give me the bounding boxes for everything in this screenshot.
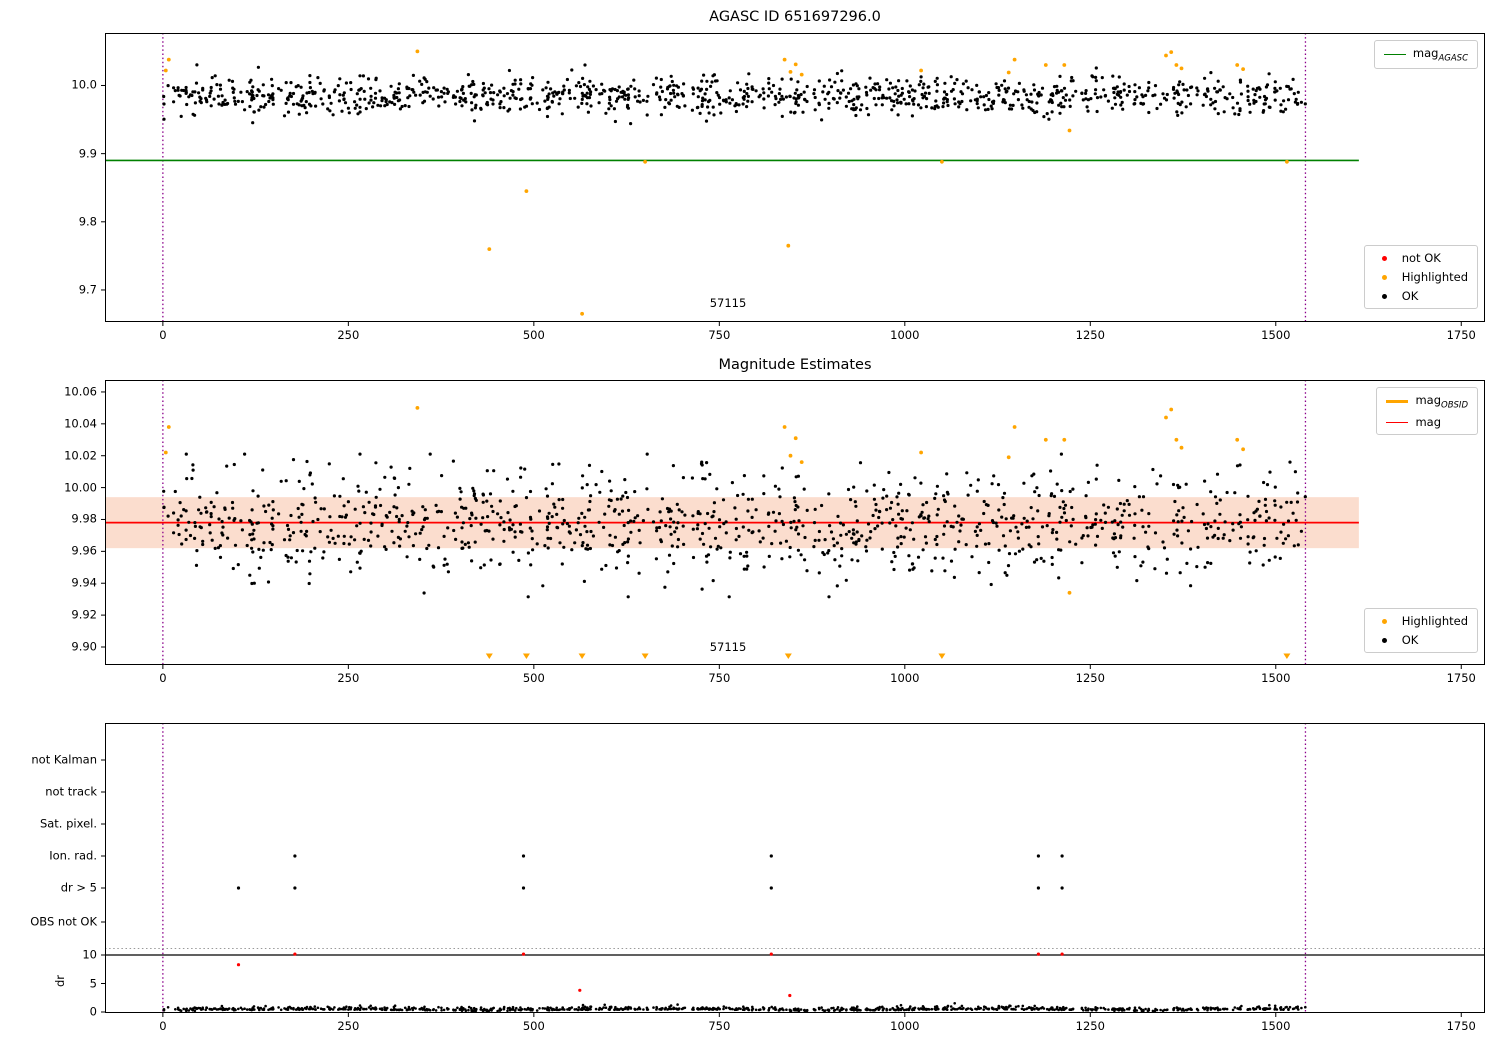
x-tick-label: 1250 — [1075, 328, 1105, 342]
y-tick-label: 9.9 — [78, 146, 97, 161]
below-limit-marker — [578, 653, 586, 659]
legend-label: magOBSID — [1415, 393, 1468, 411]
x-tick-label: 250 — [337, 671, 360, 685]
plot2-canvas — [101, 380, 1485, 669]
axes-frame — [105, 723, 1485, 1013]
legend-entry: magAGASC — [1383, 46, 1468, 64]
legend-marker-sample — [1381, 274, 1387, 280]
x-tick-label: 500 — [522, 671, 545, 685]
legend-entry: not OK — [1374, 251, 1468, 265]
plot2-line-legend: magOBSID mag — [1376, 387, 1478, 436]
y-tick-label: 9.98 — [71, 512, 97, 527]
below-limit-marker — [784, 653, 792, 659]
plot2-marker-legend: Highlighted OK — [1363, 608, 1478, 653]
x-tick-label: 1250 — [1075, 1019, 1105, 1033]
flag-category-label: OBS not OK — [30, 914, 97, 929]
x-tick-label: 750 — [708, 328, 731, 342]
legend-entry: Highlighted — [1374, 614, 1468, 628]
flag-points — [236, 854, 1064, 890]
legend-marker-sample — [1381, 293, 1387, 299]
plot1-canvas — [101, 33, 1485, 326]
legend-label: magAGASC — [1412, 46, 1468, 64]
plot1-title: AGASC ID 651697296.0 — [709, 9, 881, 25]
x-tick-label: 1500 — [1261, 328, 1291, 342]
legend-entry: Highlighted — [1374, 270, 1468, 284]
plot1-marker-legend: not OK Highlighted OK — [1363, 245, 1478, 309]
plot1-line-legend: magAGASC — [1373, 40, 1478, 70]
y-tick-label: 9.8 — [78, 214, 97, 229]
flag-category-label: Sat. pixel. — [39, 816, 97, 831]
legend-entry: magOBSID — [1386, 393, 1468, 410]
y-tick-label: 9.92 — [71, 607, 97, 622]
x-tick-label: 750 — [708, 671, 731, 685]
x-tick-label: 250 — [337, 1019, 360, 1033]
x-tick-label: 750 — [708, 1019, 731, 1033]
ok-points — [162, 63, 1307, 126]
dr-series-points — [162, 1002, 1307, 1013]
x-tick-label: 500 — [522, 328, 545, 342]
highlighted-points — [163, 406, 1291, 659]
x-tick-label: 1750 — [1446, 671, 1476, 685]
legend-label: Highlighted — [1401, 270, 1468, 284]
highlighted-points — [163, 49, 1289, 316]
legend-label: OK — [1401, 633, 1419, 647]
x-tick-label: 1000 — [890, 1019, 920, 1033]
x-tick-label: 1000 — [890, 671, 920, 685]
legend-line-sample — [1386, 421, 1409, 423]
below-limit-marker — [485, 653, 493, 659]
y-tick-label: 10.02 — [64, 448, 97, 463]
y-tick-label: 9.90 — [71, 639, 97, 654]
y-tick-label: 9.7 — [78, 282, 97, 297]
x-tick-label: 1000 — [890, 328, 920, 342]
ok-points — [162, 452, 1307, 599]
y-tick-label: 9.96 — [71, 544, 97, 559]
x-tick-label: 250 — [337, 328, 360, 342]
legend-entry: OK — [1374, 289, 1468, 303]
y-tick-label: 9.94 — [71, 575, 97, 590]
plot3-canvas — [101, 723, 1485, 1017]
y-tick-label: 10.04 — [64, 416, 97, 431]
x-tick-label: 1500 — [1261, 671, 1291, 685]
flag-category-label: Ion. rad. — [49, 848, 97, 863]
legend-marker-sample — [1381, 618, 1387, 624]
below-limit-marker — [522, 653, 530, 659]
legend-entry: OK — [1374, 633, 1468, 647]
plot1-annotation: 57115 — [709, 296, 747, 310]
legend-label: Highlighted — [1401, 614, 1468, 628]
x-tick-label: 1500 — [1261, 1019, 1291, 1033]
x-tick-label: 1750 — [1446, 328, 1476, 342]
y-tick-label: 10.00 — [64, 480, 97, 495]
plot2-title: Magnitude Estimates — [718, 357, 872, 373]
legend-marker-sample — [1381, 637, 1387, 643]
flag-category-label: not track — [45, 784, 97, 799]
not-ok-points — [236, 952, 1064, 998]
legend-marker-sample — [1381, 255, 1387, 261]
x-tick-label: 0 — [159, 328, 167, 342]
dr-tick-label: 5 — [89, 976, 97, 991]
below-limit-marker — [1283, 653, 1291, 659]
below-limit-marker — [641, 653, 649, 659]
x-tick-label: 0 — [159, 1019, 167, 1033]
x-tick-label: 1750 — [1446, 1019, 1476, 1033]
axes-frame — [105, 380, 1485, 665]
flag-category-label: dr > 5 — [60, 880, 97, 895]
dr-tick-label: 10 — [82, 947, 97, 962]
legend-label: not OK — [1401, 251, 1441, 265]
x-tick-label: 0 — [159, 671, 167, 685]
y-tick-label: 10.06 — [64, 384, 97, 399]
x-tick-label: 1250 — [1075, 671, 1105, 685]
x-tick-label: 500 — [522, 1019, 545, 1033]
legend-line-sample — [1383, 54, 1406, 56]
legend-label: OK — [1401, 289, 1419, 303]
plot2-annotation: 57115 — [709, 640, 747, 654]
dr-tick-label: 0 — [89, 1004, 97, 1019]
legend-entry: mag — [1386, 415, 1468, 429]
axes-frame — [105, 33, 1485, 322]
flag-category-label: not Kalman — [31, 752, 97, 767]
below-limit-marker — [938, 653, 946, 659]
legend-label: mag — [1415, 415, 1442, 430]
y-tick-label: 10.0 — [71, 78, 97, 93]
legend-line-sample — [1386, 400, 1409, 404]
